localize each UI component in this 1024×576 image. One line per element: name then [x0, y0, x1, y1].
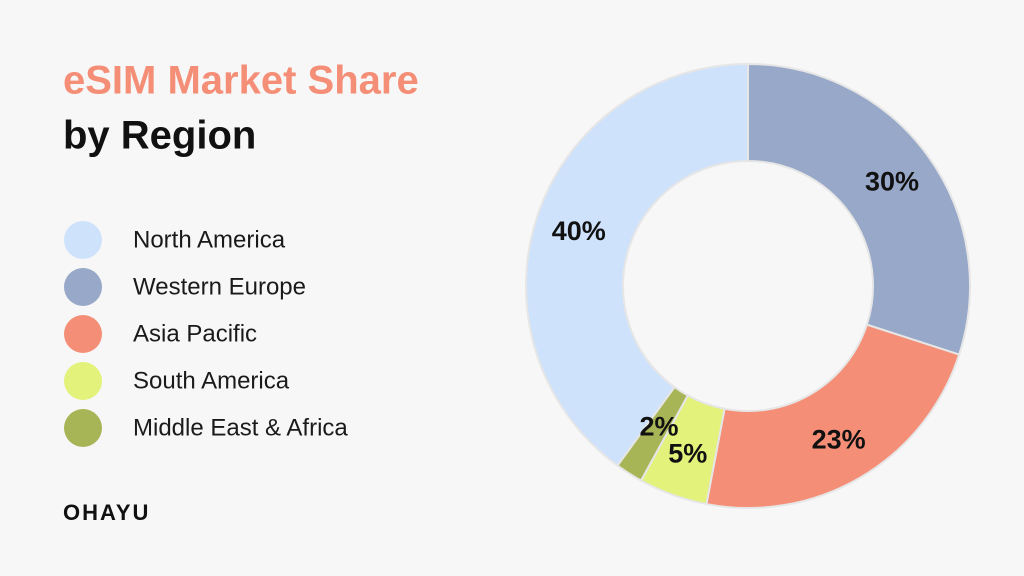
donut-slice — [747, 62, 971, 356]
slice-labels: 40% 30% 23% 5%2% — [552, 166, 919, 468]
slice-label: 2% — [640, 411, 679, 441]
legend-swatch — [64, 362, 102, 400]
legend-swatch — [64, 221, 102, 259]
slice-label: 5% — [668, 439, 707, 469]
legend-swatch — [64, 315, 102, 353]
legend-label: Western Europe — [133, 273, 306, 300]
slice-label: 30% — [865, 166, 919, 196]
legend-label: Asia Pacific — [133, 320, 257, 347]
donut-slice — [525, 62, 749, 467]
legend-swatch — [64, 409, 102, 447]
donut — [525, 62, 971, 509]
legend: North America Western Europe Asia Pacific S… — [64, 221, 348, 447]
slice-label: 23% — [812, 424, 866, 454]
chart-title: eSIM Market Share — [63, 59, 419, 103]
legend-label: Middle East & Africa — [133, 414, 348, 441]
legend-swatch — [64, 268, 102, 306]
donut-slice — [705, 323, 961, 509]
legend-label: South America — [133, 367, 290, 394]
legend-label: North America — [133, 226, 286, 253]
donut-slice — [616, 385, 690, 482]
slice-label: 40% — [552, 216, 606, 246]
brand-logo: OHAYU — [63, 500, 150, 525]
chart-subtitle: by Region — [63, 114, 256, 158]
